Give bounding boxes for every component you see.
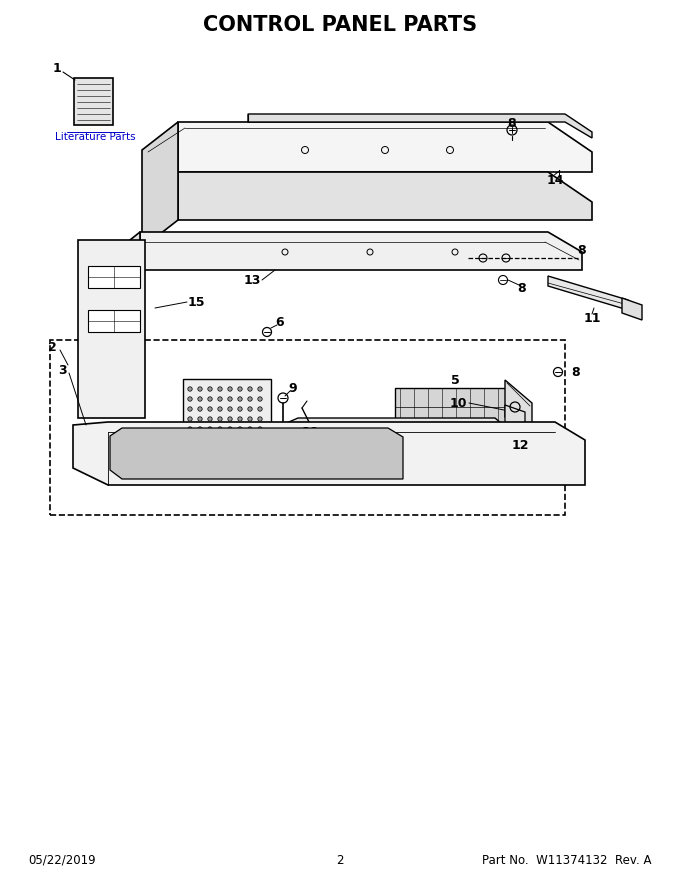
Circle shape bbox=[238, 387, 242, 392]
Text: 11: 11 bbox=[583, 312, 600, 325]
Circle shape bbox=[228, 407, 232, 411]
Circle shape bbox=[248, 407, 252, 411]
Circle shape bbox=[258, 397, 262, 401]
Circle shape bbox=[258, 407, 262, 411]
Circle shape bbox=[188, 407, 192, 411]
Circle shape bbox=[198, 387, 202, 392]
Polygon shape bbox=[110, 428, 403, 479]
Polygon shape bbox=[178, 172, 592, 220]
Text: CONTROL PANEL PARTS: CONTROL PANEL PARTS bbox=[203, 15, 477, 35]
Text: 8: 8 bbox=[578, 244, 586, 256]
Circle shape bbox=[198, 407, 202, 411]
Circle shape bbox=[228, 417, 232, 422]
Text: 8: 8 bbox=[572, 365, 580, 378]
Text: 6: 6 bbox=[275, 316, 284, 328]
Circle shape bbox=[248, 417, 252, 422]
Text: 12: 12 bbox=[511, 438, 529, 451]
Circle shape bbox=[228, 387, 232, 392]
Polygon shape bbox=[78, 240, 145, 418]
Circle shape bbox=[228, 397, 232, 401]
Text: 3: 3 bbox=[58, 363, 67, 377]
Circle shape bbox=[248, 427, 252, 431]
Polygon shape bbox=[140, 232, 582, 270]
Circle shape bbox=[188, 417, 192, 422]
Polygon shape bbox=[178, 122, 592, 172]
Polygon shape bbox=[88, 310, 140, 332]
Polygon shape bbox=[395, 388, 508, 425]
Circle shape bbox=[248, 397, 252, 401]
Circle shape bbox=[238, 407, 242, 411]
Text: Literature Parts: Literature Parts bbox=[54, 132, 135, 142]
Circle shape bbox=[198, 417, 202, 422]
Circle shape bbox=[208, 417, 212, 422]
Polygon shape bbox=[248, 114, 592, 138]
Text: Part No.  W11374132  Rev. A: Part No. W11374132 Rev. A bbox=[483, 854, 652, 867]
Circle shape bbox=[188, 387, 192, 392]
Text: 2: 2 bbox=[336, 854, 344, 867]
Circle shape bbox=[198, 427, 202, 431]
Polygon shape bbox=[88, 266, 140, 288]
Circle shape bbox=[208, 427, 212, 431]
Circle shape bbox=[208, 397, 212, 401]
Bar bbox=[183, 379, 271, 435]
Circle shape bbox=[188, 397, 192, 401]
Circle shape bbox=[238, 417, 242, 422]
Circle shape bbox=[238, 427, 242, 431]
Circle shape bbox=[258, 427, 262, 431]
Text: 10: 10 bbox=[449, 397, 466, 409]
Circle shape bbox=[208, 407, 212, 411]
Bar bbox=[50, 340, 565, 515]
Polygon shape bbox=[282, 418, 515, 435]
Text: 9: 9 bbox=[289, 382, 297, 394]
Text: 5: 5 bbox=[451, 373, 460, 386]
Circle shape bbox=[248, 387, 252, 392]
Circle shape bbox=[218, 397, 222, 401]
Text: 8: 8 bbox=[508, 116, 516, 129]
Circle shape bbox=[258, 417, 262, 422]
Text: 13: 13 bbox=[243, 274, 260, 287]
Text: 8: 8 bbox=[517, 282, 526, 295]
Circle shape bbox=[218, 387, 222, 392]
Polygon shape bbox=[73, 422, 585, 485]
Circle shape bbox=[218, 427, 222, 431]
Polygon shape bbox=[548, 276, 628, 310]
Polygon shape bbox=[74, 78, 113, 125]
Circle shape bbox=[188, 427, 192, 431]
Text: 2: 2 bbox=[48, 341, 56, 354]
Text: 15: 15 bbox=[187, 296, 205, 309]
Polygon shape bbox=[505, 405, 525, 440]
Circle shape bbox=[228, 427, 232, 431]
Text: 4: 4 bbox=[196, 436, 205, 449]
Text: 14: 14 bbox=[546, 171, 564, 187]
Text: 1: 1 bbox=[52, 62, 61, 75]
Polygon shape bbox=[505, 380, 532, 440]
Polygon shape bbox=[142, 122, 178, 248]
Circle shape bbox=[208, 387, 212, 392]
Polygon shape bbox=[105, 232, 140, 298]
Text: 05/22/2019: 05/22/2019 bbox=[28, 854, 96, 867]
Circle shape bbox=[258, 387, 262, 392]
Circle shape bbox=[238, 397, 242, 401]
Text: 7: 7 bbox=[338, 436, 346, 450]
Circle shape bbox=[198, 397, 202, 401]
Text: 10: 10 bbox=[301, 426, 319, 438]
Circle shape bbox=[218, 407, 222, 411]
Polygon shape bbox=[622, 298, 642, 320]
Circle shape bbox=[218, 417, 222, 422]
